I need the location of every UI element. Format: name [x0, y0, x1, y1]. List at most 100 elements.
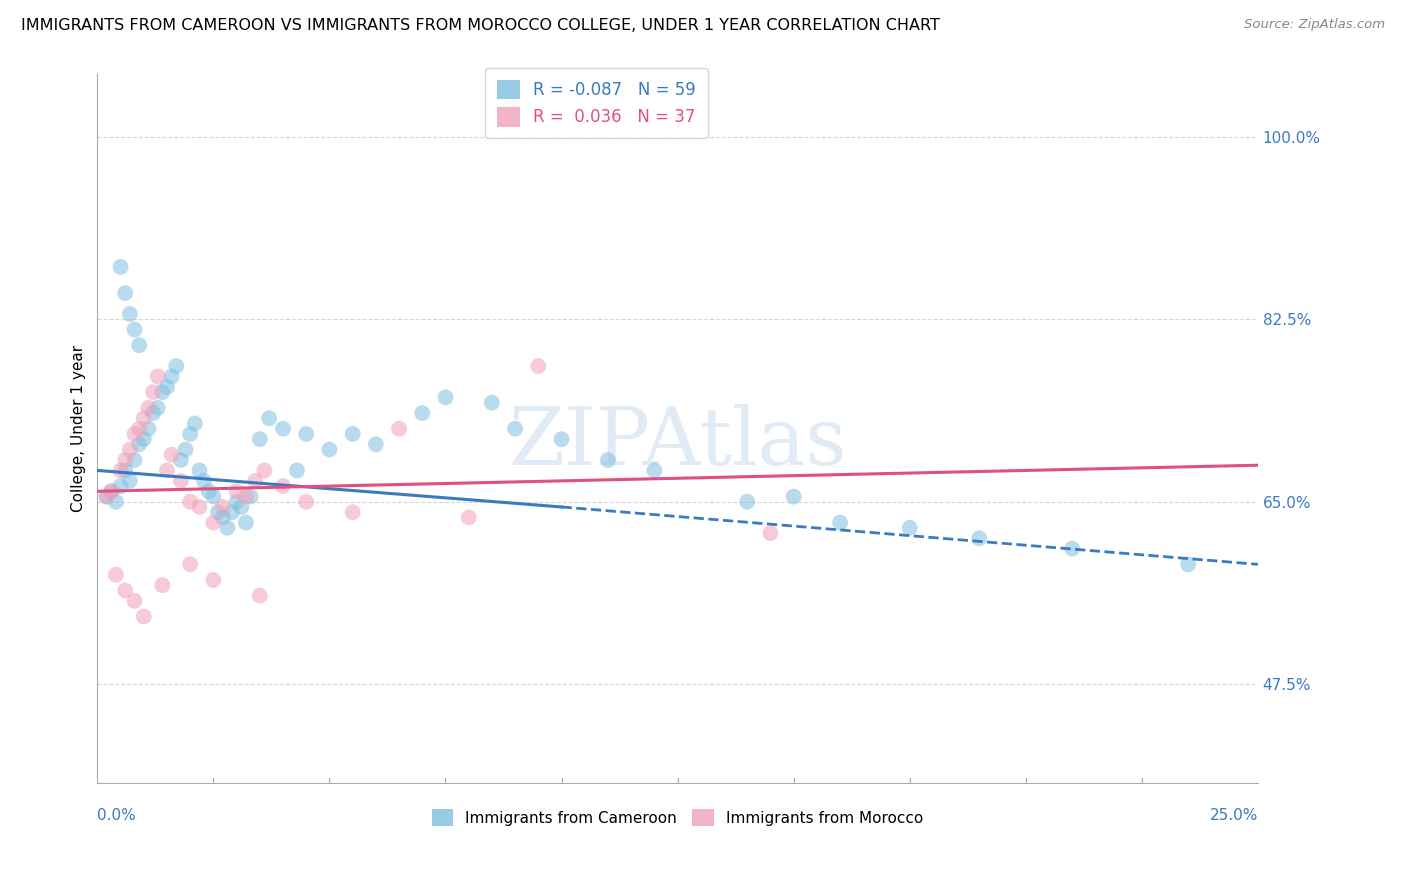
Point — [318, 442, 340, 457]
Point — [124, 594, 146, 608]
Point — [759, 526, 782, 541]
Point — [231, 500, 253, 514]
Point — [239, 490, 262, 504]
Point — [146, 369, 169, 384]
Point — [110, 479, 132, 493]
Point — [217, 521, 239, 535]
Point — [132, 411, 155, 425]
Point — [184, 417, 207, 431]
Point — [243, 474, 266, 488]
Point — [150, 578, 173, 592]
Text: 25.0%: 25.0% — [1209, 808, 1258, 823]
Point — [434, 391, 457, 405]
Point — [211, 500, 233, 514]
Point — [179, 426, 201, 441]
Point — [503, 422, 526, 436]
Point — [643, 463, 665, 477]
Point — [211, 510, 233, 524]
Point — [596, 453, 619, 467]
Point — [188, 500, 211, 514]
Point — [128, 338, 150, 352]
Point — [132, 432, 155, 446]
Point — [160, 369, 183, 384]
Point — [235, 490, 257, 504]
Point — [146, 401, 169, 415]
Text: 0.0%: 0.0% — [97, 808, 136, 823]
Point — [124, 322, 146, 336]
Point — [170, 453, 193, 467]
Point — [114, 286, 136, 301]
Point — [225, 494, 247, 508]
Point — [193, 474, 215, 488]
Point — [132, 609, 155, 624]
Point — [197, 484, 219, 499]
Point — [96, 490, 118, 504]
Point — [253, 463, 276, 477]
Point — [1177, 558, 1199, 572]
Point — [114, 463, 136, 477]
Y-axis label: College, Under 1 year: College, Under 1 year — [72, 345, 86, 512]
Point — [271, 479, 294, 493]
Point — [271, 422, 294, 436]
Point — [295, 494, 318, 508]
Point — [160, 448, 183, 462]
Point — [1062, 541, 1084, 556]
Point — [249, 432, 271, 446]
Point — [142, 406, 165, 420]
Point — [165, 359, 187, 373]
Point — [285, 463, 308, 477]
Point — [128, 437, 150, 451]
Point — [114, 453, 136, 467]
Point — [188, 463, 211, 477]
Point — [202, 490, 225, 504]
Point — [257, 411, 280, 425]
Point — [481, 395, 503, 409]
Point — [342, 505, 364, 519]
Legend: R = -0.087   N = 59, R =  0.036   N = 37: R = -0.087 N = 59, R = 0.036 N = 37 — [485, 68, 707, 138]
Point — [207, 505, 229, 519]
Point — [170, 474, 193, 488]
Point — [221, 505, 243, 519]
Point — [114, 583, 136, 598]
Point — [828, 516, 851, 530]
Point — [104, 494, 127, 508]
Point — [364, 437, 387, 451]
Point — [110, 463, 132, 477]
Text: Source: ZipAtlas.com: Source: ZipAtlas.com — [1244, 18, 1385, 31]
Point — [179, 494, 201, 508]
Point — [388, 422, 411, 436]
Point — [104, 567, 127, 582]
Point — [110, 260, 132, 274]
Text: IMMIGRANTS FROM CAMEROON VS IMMIGRANTS FROM MOROCCO COLLEGE, UNDER 1 YEAR CORREL: IMMIGRANTS FROM CAMEROON VS IMMIGRANTS F… — [21, 18, 941, 33]
Point — [118, 307, 141, 321]
Point — [118, 442, 141, 457]
Point — [782, 490, 804, 504]
Point — [142, 385, 165, 400]
Point — [249, 589, 271, 603]
Point — [150, 385, 173, 400]
Point — [156, 463, 179, 477]
Point — [202, 516, 225, 530]
Point — [225, 484, 247, 499]
Point — [295, 426, 318, 441]
Point — [898, 521, 921, 535]
Point — [96, 490, 118, 504]
Point — [969, 531, 991, 545]
Point — [156, 380, 179, 394]
Point — [118, 474, 141, 488]
Point — [100, 484, 122, 499]
Point — [138, 401, 160, 415]
Point — [100, 484, 122, 499]
Point — [235, 516, 257, 530]
Point — [124, 426, 146, 441]
Point — [457, 510, 479, 524]
Point — [174, 442, 197, 457]
Point — [342, 426, 364, 441]
Point — [411, 406, 433, 420]
Point — [202, 573, 225, 587]
Point — [138, 422, 160, 436]
Point — [179, 558, 201, 572]
Text: ZIPAtlas: ZIPAtlas — [509, 404, 846, 482]
Point — [550, 432, 572, 446]
Point — [735, 494, 758, 508]
